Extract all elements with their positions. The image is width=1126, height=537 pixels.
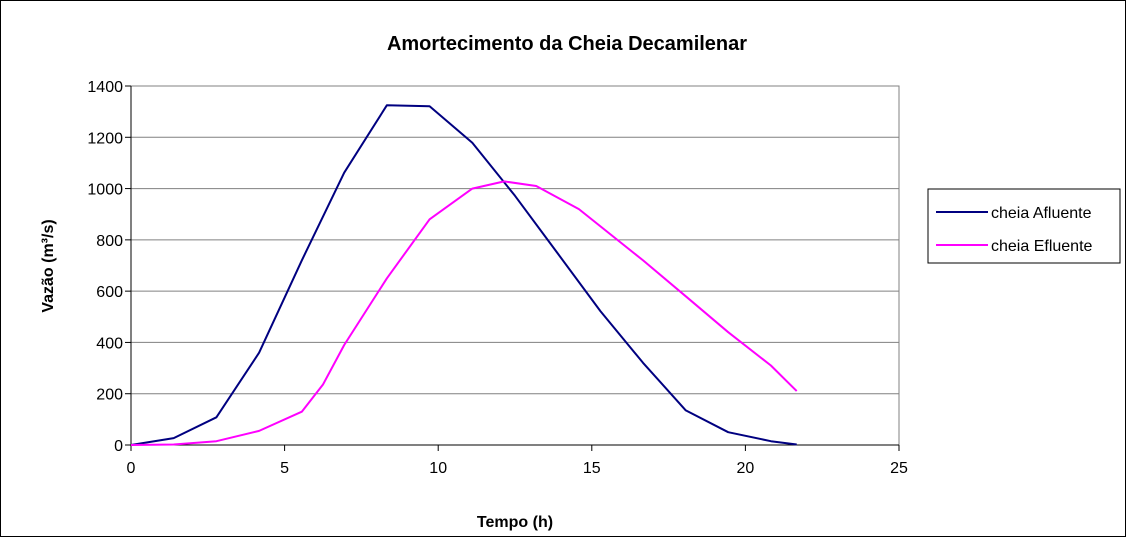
x-tick-label-20: 20 xyxy=(737,460,755,477)
legend-label-cheia-efluente: cheia Efluente xyxy=(991,238,1093,255)
series-line-cheia-afluente xyxy=(130,104,797,446)
y-tick-label-600: 600 xyxy=(96,284,123,301)
x-tick-label-10: 10 xyxy=(429,460,447,477)
x-tick-label-5: 5 xyxy=(280,460,289,477)
series-lines xyxy=(130,104,798,446)
legend: cheia Afluente cheia Efluente xyxy=(927,188,1121,264)
legend-label-cheia-afluente: cheia Afluente xyxy=(991,205,1092,222)
y-tick-label-1200: 1200 xyxy=(87,130,123,147)
x-tick-label-25: 25 xyxy=(890,460,908,477)
y-tick-label-400: 400 xyxy=(96,335,123,352)
y-tick-label-0: 0 xyxy=(114,438,123,455)
grid-lines xyxy=(131,85,899,395)
y-tick-label-200: 200 xyxy=(96,387,123,404)
y-axis-ticks: 0 200 400 600 800 1000 1200 1400 xyxy=(87,79,131,455)
x-tick-label-15: 15 xyxy=(583,460,601,477)
chart-title: Amortecimento da Cheia Decamilenar xyxy=(387,33,747,55)
x-axis-title: Tempo (h) xyxy=(477,514,553,531)
legend-box xyxy=(927,188,1121,264)
y-tick-label-1400: 1400 xyxy=(87,79,123,96)
y-tick-label-1000: 1000 xyxy=(87,182,123,199)
plot-area xyxy=(130,85,900,446)
x-axis-ticks: 0 5 10 15 20 25 xyxy=(127,445,908,477)
x-tick-label-0: 0 xyxy=(127,460,136,477)
axes xyxy=(130,86,899,446)
y-tick-label-800: 800 xyxy=(96,233,123,250)
y-axis-title: Vazão (m³/s) xyxy=(40,219,57,312)
series-line-cheia-efluente xyxy=(130,180,798,446)
